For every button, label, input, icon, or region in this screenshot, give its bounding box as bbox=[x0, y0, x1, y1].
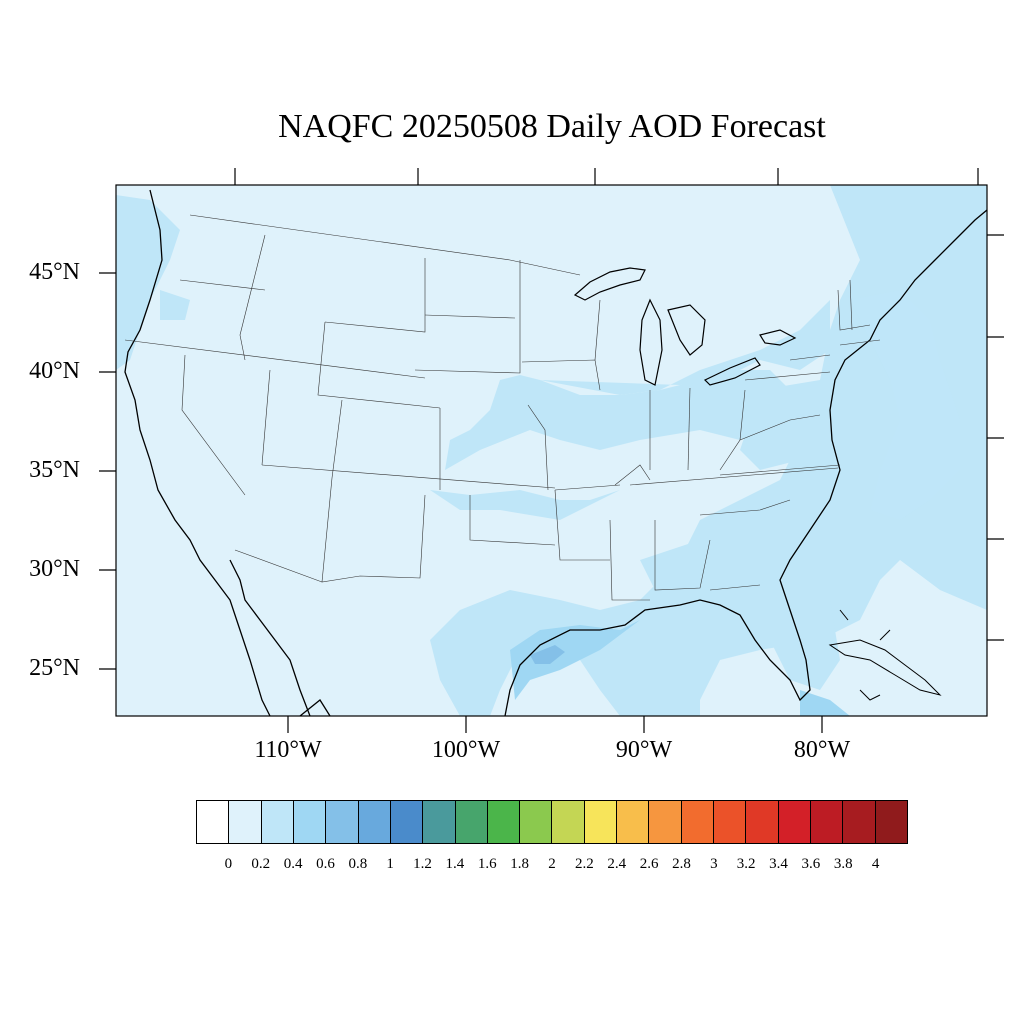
colorbar-tick-label: 0 bbox=[224, 856, 233, 872]
colorbar-tick-label: 4 bbox=[871, 856, 880, 872]
colorbar-tick-label: 1.2 bbox=[413, 856, 432, 872]
lon-label-90w: 90°W bbox=[615, 737, 673, 763]
colorbar-tick-label: 2 bbox=[548, 856, 556, 872]
colorbar-tick-label: 0.6 bbox=[316, 856, 335, 872]
colorbar-swatch bbox=[358, 801, 391, 843]
map-frame bbox=[115, 184, 988, 717]
state-boundaries bbox=[124, 214, 881, 601]
colorbar-tick-label: 3.2 bbox=[736, 856, 756, 872]
colorbar-tick-label: 3.4 bbox=[769, 856, 788, 872]
colorbar-swatch bbox=[520, 801, 553, 843]
colorbar-swatch bbox=[810, 801, 844, 843]
colorbar-tick-label: 0.4 bbox=[283, 856, 303, 872]
lat-label-45n: 45°N bbox=[29, 259, 80, 285]
colorbar-tick-label: 2.2 bbox=[574, 856, 594, 872]
aod-band-06-08 bbox=[530, 645, 565, 664]
colorbar-swatch bbox=[197, 801, 230, 843]
lat-label-25n: 25°N bbox=[29, 655, 80, 681]
colorbar-tick-label: 1.6 bbox=[477, 856, 497, 872]
colorbar-tick-label: 1 bbox=[386, 856, 394, 872]
colorbar-swatch bbox=[584, 801, 618, 843]
colorbar-tick-label: 3.6 bbox=[801, 856, 821, 872]
colorbar-swatch bbox=[229, 801, 262, 843]
colorbar-swatch bbox=[681, 801, 714, 843]
colorbar-swatch bbox=[617, 801, 650, 843]
colorbar-swatch bbox=[423, 801, 456, 843]
coastlines bbox=[124, 189, 987, 716]
colorbar-tick-label: 3 bbox=[710, 856, 718, 872]
colorbar-swatch bbox=[455, 801, 488, 843]
map-title: NAQFC 20250508 Daily AOD Forecast bbox=[278, 108, 826, 145]
lat-label-35n: 35°N bbox=[29, 457, 80, 483]
colorbar-swatch bbox=[843, 801, 876, 843]
great-lakes bbox=[573, 267, 797, 386]
bottom-ticks bbox=[287, 716, 823, 733]
colorbar-swatch bbox=[875, 801, 907, 843]
top-ticks bbox=[234, 168, 979, 185]
left-ticks bbox=[99, 272, 116, 670]
colorbar-tick-label: 2.8 bbox=[672, 856, 691, 872]
colorbar-swatch bbox=[714, 801, 747, 843]
colorbar-swatch bbox=[326, 801, 359, 843]
right-ticks bbox=[987, 234, 1004, 641]
colorbar-tick-label: 0.8 bbox=[348, 856, 368, 872]
lon-label-80w: 80°W bbox=[793, 737, 851, 763]
colorbar-swatch bbox=[487, 801, 521, 843]
lon-label-100w: 100°W bbox=[431, 737, 501, 763]
lon-label-110w: 110°W bbox=[254, 737, 322, 763]
colorbar bbox=[196, 800, 908, 844]
colorbar-tick-label: 2.6 bbox=[639, 856, 659, 872]
colorbar-swatch bbox=[649, 801, 682, 843]
colorbar-tick-label: 0.2 bbox=[251, 856, 271, 872]
aod-band-02-04 bbox=[116, 185, 987, 716]
colorbar-tick-label: 2.4 bbox=[607, 856, 627, 872]
colorbar-swatch bbox=[293, 801, 327, 843]
aod-band-04-06 bbox=[510, 620, 850, 716]
colorbar-swatch bbox=[390, 801, 424, 843]
colorbar-swatch bbox=[261, 801, 294, 843]
colorbar-tick-label: 1.4 bbox=[445, 856, 465, 872]
colorbar-tick-label: 3.8 bbox=[833, 856, 853, 872]
lat-label-30n: 30°N bbox=[29, 556, 80, 582]
colorbar-swatch bbox=[746, 801, 779, 843]
caribbean-islands bbox=[828, 609, 942, 701]
lat-label-40n: 40°N bbox=[29, 358, 80, 384]
colorbar-swatch bbox=[552, 801, 585, 843]
colorbar-tick-label: 1.8 bbox=[510, 856, 529, 872]
colorbar-swatch bbox=[778, 801, 811, 843]
